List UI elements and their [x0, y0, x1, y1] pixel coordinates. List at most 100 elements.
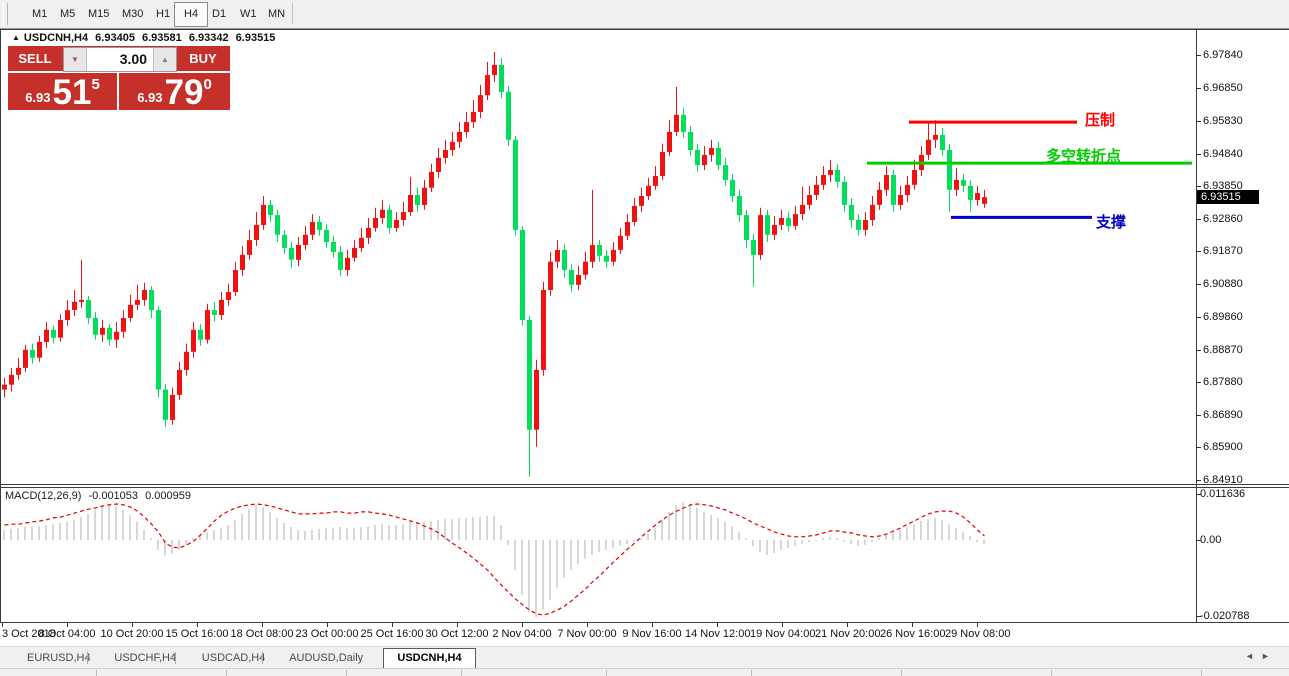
annotation-support: 支撑	[1096, 214, 1127, 231]
price-tick-label: 6.93850	[1203, 180, 1243, 193]
time-tick-label: 23 Oct 00:00	[295, 628, 359, 640]
time-tick-label: 7 Nov 00:00	[557, 628, 617, 640]
ohlc-open: 6.93405	[95, 32, 135, 44]
chart-symbol: USDCNH,H4	[23, 32, 89, 44]
buy-price-button[interactable]: 6.93 79 0	[119, 73, 230, 110]
timeframe-button-m30[interactable]: M30	[122, 8, 144, 20]
symbol-tab-audusd[interactable]: AUDUSD,Daily	[289, 652, 364, 664]
price-tick-label: 6.88870	[1203, 343, 1243, 356]
time-tick-mark	[782, 622, 783, 627]
time-tick-mark	[652, 622, 653, 627]
toolbar-grip[interactable]	[3, 3, 8, 25]
price-tick-label: 6.86890	[1203, 408, 1243, 421]
volume-increase-button[interactable]: ▲	[153, 48, 176, 71]
macd-tick-label: -0.020788	[1200, 610, 1250, 622]
tab-separator	[174, 652, 176, 664]
trade-panel-top-row: SELL ▼ 3.00 ▲ BUY	[8, 46, 230, 72]
statusbar-separator	[751, 670, 752, 676]
tab-separator	[87, 652, 89, 664]
time-tick-mark	[587, 622, 588, 627]
time-tick-label: 3 Oct 2018	[2, 628, 56, 640]
buy-price-big: 79	[164, 73, 204, 112]
time-tick-mark	[132, 622, 133, 627]
sell-button[interactable]: SELL	[18, 51, 52, 66]
volume-decrease-button[interactable]: ▼	[64, 48, 87, 71]
chart-canvas[interactable]	[0, 30, 1196, 484]
time-tick-mark	[717, 622, 718, 627]
timeframe-button-w1[interactable]: W1	[240, 8, 257, 20]
time-tick-label: 2 Nov 04:00	[492, 628, 552, 640]
pane-divider-bottom[interactable]	[0, 487, 1289, 488]
price-tick-mark	[1196, 154, 1201, 155]
time-tick-label: 19 Nov 04:00	[750, 628, 816, 640]
macd-tick-mark	[1196, 540, 1201, 541]
timeframe-button-h1[interactable]: H1	[156, 8, 171, 20]
statusbar-separator	[461, 670, 462, 676]
time-tick-mark	[457, 622, 458, 627]
time-tick-label: 21 Nov 20:00	[815, 628, 881, 640]
timeframe-button-d1[interactable]: D1	[212, 8, 227, 20]
pane-divider-top[interactable]	[0, 484, 1289, 485]
sell-price-big: 51	[52, 73, 92, 112]
price-tick-label: 6.94840	[1203, 147, 1243, 160]
timeframe-button-mn[interactable]: MN	[268, 8, 286, 20]
macd-tick-label: 0.00	[1200, 534, 1222, 546]
sell-price-prefix: 6.93	[25, 90, 51, 105]
price-tick-mark	[1196, 121, 1201, 122]
price-tick-label: 6.87880	[1203, 376, 1243, 389]
time-tick-mark	[977, 622, 978, 627]
symbol-tab-usdchf[interactable]: USDCHF,H4	[114, 652, 177, 664]
timeframe-toolbar: M1 M5 M15 M30 H1 H4 D1 W1 MN	[0, 0, 1289, 28]
statusbar-separator	[346, 670, 347, 676]
symbol-tab-usdcad[interactable]: USDCAD,H4	[201, 652, 266, 664]
macd-signal-value: 0.000959	[145, 490, 191, 502]
tab-scroll-right-icon[interactable]: ►	[1261, 651, 1270, 661]
time-tick-label: 9 Nov 16:00	[622, 628, 682, 640]
macd-tick-mark	[1196, 494, 1201, 495]
price-tick-mark	[1196, 88, 1201, 89]
time-tick-label: 25 Oct 16:00	[360, 628, 424, 640]
price-tick-mark	[1196, 55, 1201, 56]
chart-frame-left	[0, 30, 1, 622]
price-tick-mark	[1196, 447, 1201, 448]
volume-input[interactable]: 3.00	[119, 51, 147, 67]
price-tick-label: 6.96850	[1203, 81, 1243, 94]
price-tick-mark	[1196, 317, 1201, 318]
time-tick-mark	[522, 622, 523, 627]
price-tick-label: 6.92860	[1203, 212, 1243, 225]
time-tick-label: 14 Nov 12:00	[685, 628, 751, 640]
symbol-tab-usdcnh[interactable]: USDCNH,H4	[383, 648, 476, 670]
buy-button[interactable]: BUY	[189, 51, 217, 66]
macd-main-value: -0.001053	[88, 490, 139, 502]
statusbar-separator	[901, 670, 902, 676]
one-click-trading-panel: SELL ▼ 3.00 ▲ BUY 6.93 51 5 6.93 79 0	[8, 46, 230, 110]
statusbar-separator	[96, 670, 97, 676]
macd-tick-label: 0.011636	[1200, 488, 1246, 500]
time-tick-label: 29 Nov 08:00	[945, 628, 1011, 640]
time-tick-mark	[392, 622, 393, 627]
macd-tick-mark	[1196, 616, 1201, 617]
price-tick-label: 6.97840	[1203, 49, 1243, 61]
price-tick-mark	[1196, 284, 1201, 285]
time-tick-mark	[262, 622, 263, 627]
ohlc-close: 6.93515	[235, 32, 276, 44]
macd-canvas[interactable]	[0, 488, 1196, 622]
ohlc-high: 6.93581	[142, 32, 182, 44]
symbol-tab-eurusd[interactable]: EURUSD,H4	[27, 652, 91, 664]
time-tick-label: 30 Oct 12:00	[425, 628, 489, 640]
time-tick-mark	[2, 622, 3, 627]
timeframe-button-m15[interactable]: M15	[88, 8, 110, 20]
tab-scroll-left-icon[interactable]: ◄	[1245, 651, 1254, 661]
sell-price-pip: 5	[91, 76, 100, 93]
statusbar-separator	[606, 670, 607, 676]
sell-price-button[interactable]: 6.93 51 5	[8, 73, 117, 110]
price-tick-mark	[1196, 219, 1201, 220]
timeframe-button-m1[interactable]: M1	[32, 8, 48, 20]
toolbar-divider	[0, 28, 1289, 29]
price-tick-label: 6.95830	[1203, 115, 1243, 128]
collapse-arrow-icon[interactable]: ▲	[12, 33, 20, 42]
price-tick-mark	[1196, 382, 1201, 383]
timeframe-button-h4[interactable]: H4	[174, 2, 209, 27]
price-tick-mark	[1196, 186, 1201, 187]
timeframe-button-m5[interactable]: M5	[60, 8, 76, 20]
